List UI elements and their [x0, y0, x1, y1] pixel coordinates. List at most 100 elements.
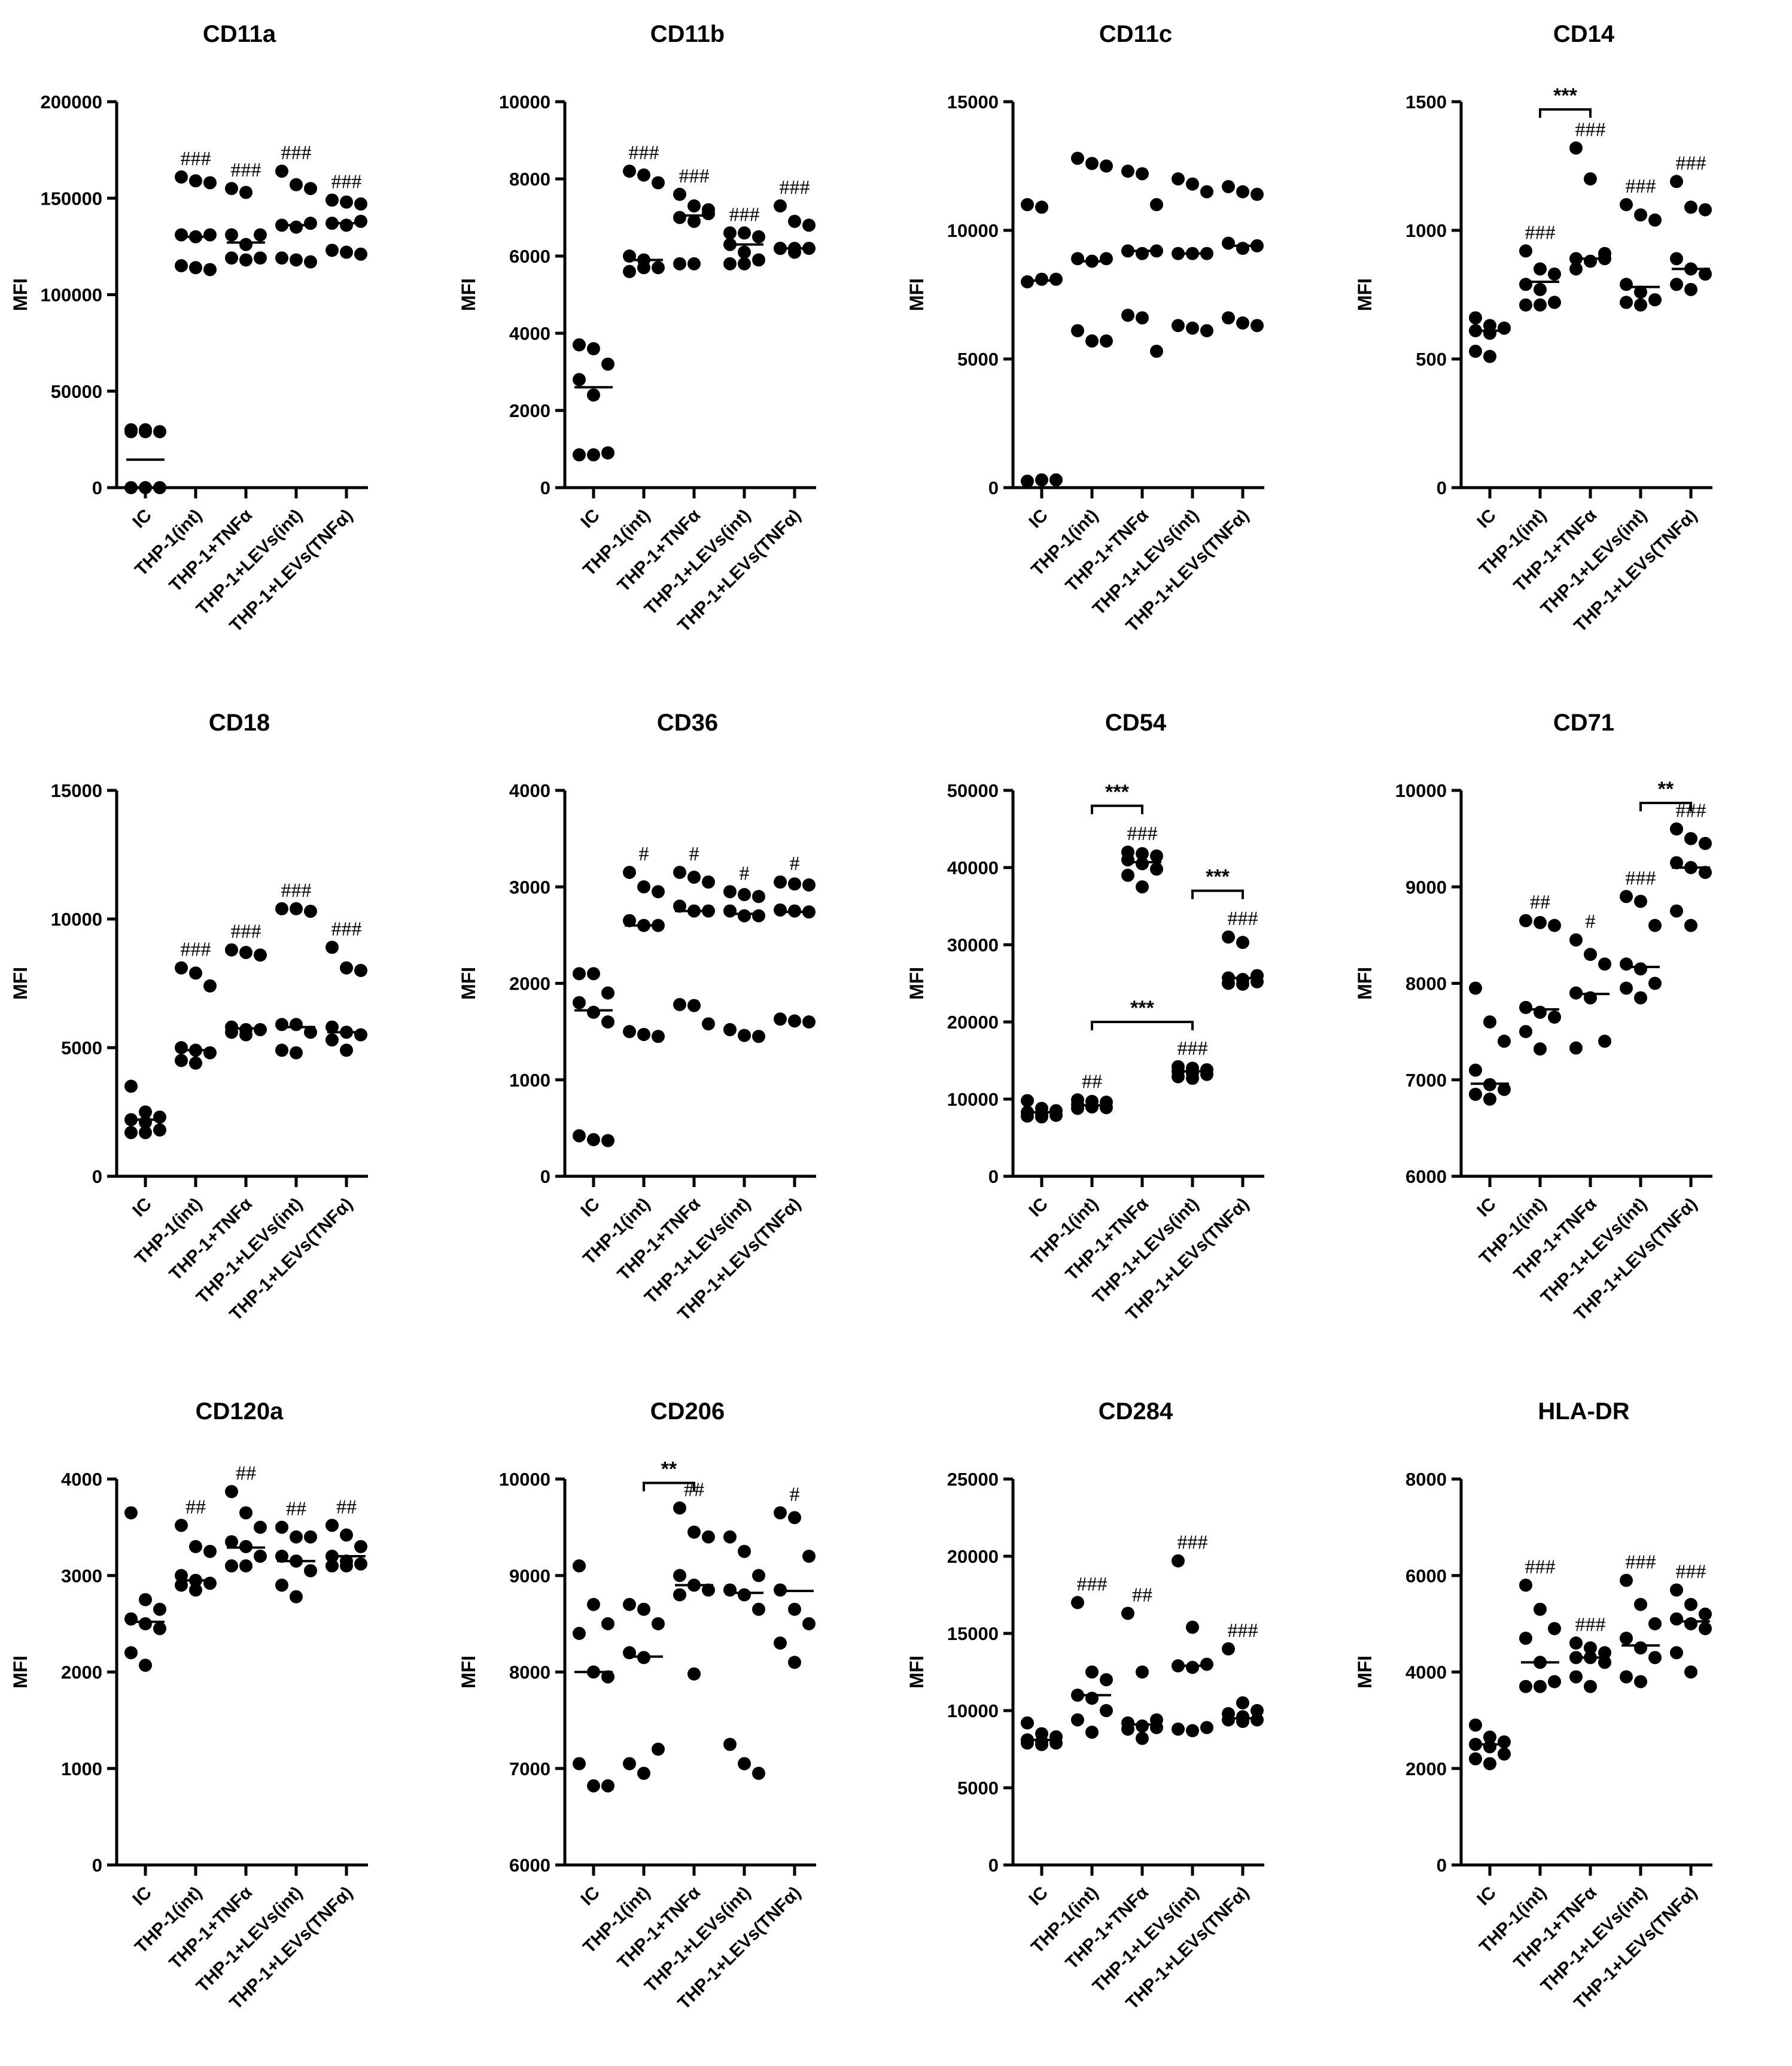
data-point — [1483, 1730, 1496, 1744]
data-point — [1498, 321, 1511, 335]
data-point — [340, 195, 353, 209]
data-point — [1222, 1713, 1235, 1727]
chart-title: CD284 — [1099, 1398, 1173, 1425]
data-point — [1670, 278, 1683, 291]
data-point — [1569, 933, 1583, 947]
data-point — [275, 1578, 288, 1592]
significance-hash: ### — [1228, 1620, 1258, 1642]
data-point — [1699, 1607, 1712, 1621]
data-point — [573, 1627, 586, 1640]
data-point — [687, 871, 701, 884]
data-point — [1634, 962, 1647, 976]
data-point — [275, 1043, 288, 1057]
data-point — [175, 228, 188, 242]
data-point — [1071, 151, 1084, 165]
data-point — [1519, 244, 1532, 258]
significance-hash: ### — [679, 165, 710, 187]
data-point — [652, 1030, 665, 1043]
data-point — [1684, 918, 1697, 932]
y-tick-label: 0 — [540, 1166, 550, 1187]
y-tick-label: 10000 — [499, 1469, 550, 1490]
significance-hash: ### — [780, 177, 810, 199]
data-point — [673, 1501, 686, 1515]
data-point — [1021, 198, 1034, 211]
chart-panel-cd54: CD54 MFI 0 10000 20000 30000 40000 50000 IC THP-1… — [896, 689, 1344, 1377]
data-point — [225, 228, 238, 242]
y-tick-label: 0 — [92, 477, 102, 498]
y-tick-label: 1000 — [509, 1070, 550, 1091]
data-point — [290, 253, 303, 267]
data-point — [225, 182, 238, 196]
y-tick-label: 6000 — [509, 1855, 550, 1876]
data-point — [601, 357, 614, 371]
data-point — [1648, 1617, 1662, 1630]
data-point — [1049, 1109, 1063, 1122]
data-point — [139, 1593, 152, 1606]
data-point — [1251, 1713, 1264, 1727]
significance-hash: ## — [185, 1496, 206, 1518]
data-point — [1684, 1617, 1697, 1630]
data-point — [723, 226, 737, 240]
chart-svg: CD11aMFI050000100000150000200000ICTHP-1(… — [10, 21, 368, 636]
data-point — [340, 961, 353, 975]
data-point — [139, 1105, 152, 1119]
y-tick-label: 30000 — [947, 935, 999, 956]
y-tick-label: 1500 — [1405, 92, 1447, 112]
data-point — [304, 217, 317, 230]
significance-hash: ### — [331, 918, 362, 940]
data-point — [254, 251, 267, 265]
significance-hash: ## — [1082, 1070, 1102, 1093]
data-point — [1519, 1025, 1532, 1039]
data-point — [1172, 1554, 1185, 1568]
y-axis-label: MFI — [906, 278, 927, 311]
y-tick-label: 3000 — [509, 877, 550, 897]
data-point — [1121, 165, 1134, 178]
x-tick-label: IC — [1025, 506, 1052, 533]
data-point — [175, 1054, 188, 1067]
significance-stars: *** — [1130, 997, 1154, 1020]
data-point — [723, 1738, 737, 1751]
data-point — [738, 245, 751, 259]
data-point — [1100, 252, 1113, 266]
significance-hash: ### — [1127, 823, 1158, 845]
data-point — [189, 1539, 202, 1553]
data-point — [1136, 857, 1149, 871]
data-point — [124, 481, 138, 494]
data-point — [1251, 1704, 1264, 1717]
y-tick-label: 200000 — [41, 92, 102, 112]
significance-hash: # — [790, 1483, 800, 1505]
y-tick-label: 0 — [92, 1166, 102, 1187]
data-point — [239, 238, 252, 251]
data-point — [1100, 1101, 1113, 1115]
chart-title: CD18 — [209, 710, 270, 736]
y-tick-label: 8000 — [1405, 1469, 1447, 1490]
significance-hash: ### — [281, 880, 312, 902]
data-point — [1150, 849, 1163, 863]
data-point — [637, 168, 650, 182]
data-point — [1172, 1722, 1185, 1736]
significance-hash: ### — [1525, 221, 1556, 244]
data-point — [1121, 1606, 1134, 1620]
data-point — [1699, 836, 1712, 850]
data-point — [239, 1028, 252, 1042]
data-point — [601, 1779, 614, 1793]
chart-title: CD120a — [196, 1398, 284, 1425]
data-point — [774, 903, 787, 917]
data-point — [802, 1617, 816, 1630]
data-point — [1172, 319, 1185, 333]
data-point — [1548, 1675, 1561, 1688]
data-point — [623, 1598, 636, 1611]
data-point — [153, 481, 166, 494]
data-point — [1548, 1010, 1561, 1024]
data-point — [1483, 1757, 1496, 1770]
chart-panel-cd11c: CD11c MFI 0 5000 10000 15000 IC THP-1(int) THP-1… — [896, 0, 1344, 689]
significance-hash: ### — [1626, 1551, 1656, 1573]
data-point — [1699, 267, 1712, 281]
y-tick-label: 0 — [1437, 477, 1447, 498]
y-tick-label: 7000 — [1405, 1070, 1447, 1091]
data-point — [1634, 991, 1647, 1005]
data-point — [1670, 822, 1683, 836]
chart-panel-hla-dr: HLA-DR MFI 0 2000 4000 6000 8000 IC THP-1(int) TH… — [1344, 1377, 1792, 2066]
y-tick-label: 8000 — [1405, 973, 1447, 994]
